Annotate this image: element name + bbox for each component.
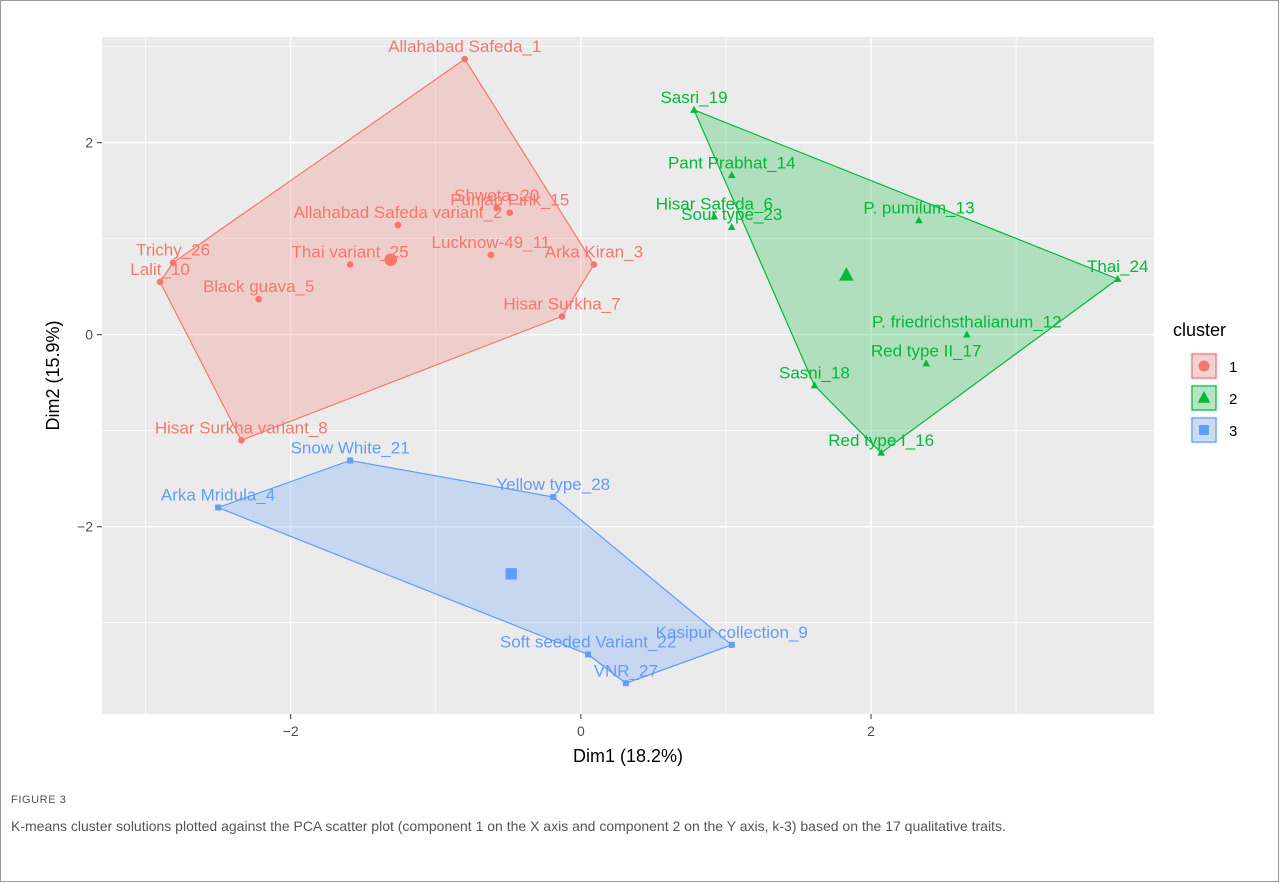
plot-panel — [102, 37, 1154, 714]
point-label: Allahabad Safeda_1 — [388, 37, 541, 56]
y-tick-label: 0 — [85, 327, 93, 343]
point-label: Snow White_21 — [291, 438, 410, 457]
cluster-1-point — [394, 221, 402, 229]
cluster-1-centroid — [384, 253, 398, 267]
cluster-1-point — [558, 313, 566, 320]
x-tick-label: 2 — [867, 723, 875, 739]
point-label: Thai_24 — [1087, 257, 1148, 276]
y-axis-label: Dim2 (15.9%) — [43, 320, 63, 430]
point-label: Red type II_17 — [871, 341, 982, 360]
point-label: Hisar Surkha variant_8 — [155, 418, 328, 437]
figure-caption: K-means cluster solutions plotted agains… — [11, 818, 1006, 834]
cluster-2-point — [810, 381, 819, 389]
point-label: Black guava_5 — [203, 277, 315, 296]
legend-title: cluster — [1173, 320, 1226, 340]
cluster-2-point — [915, 216, 923, 224]
x-tick-label: 0 — [577, 723, 585, 739]
point-label: Kasipur collection_9 — [656, 623, 808, 642]
point-label: Yellow type_28 — [496, 475, 610, 494]
y-tick-label: 2 — [85, 135, 93, 151]
legend-label: 1 — [1229, 359, 1237, 376]
point-label: Thai variant_25 — [292, 243, 409, 262]
cluster-3-point — [728, 641, 735, 648]
legend-marker-3 — [1199, 425, 1209, 435]
cluster-2-point — [922, 359, 930, 367]
cluster-1-point — [156, 278, 164, 286]
cluster-3-point — [347, 457, 354, 464]
cluster-3-point — [550, 494, 557, 500]
cluster-1-point — [493, 204, 500, 212]
point-label: P. friedrichsthalianum_12 — [872, 313, 1062, 332]
point-label: Sasri_19 — [660, 88, 727, 107]
point-label: Hisar Safeda_6 — [656, 195, 773, 214]
point-label: VNR_27 — [594, 661, 658, 680]
point-label: Soft seeded Variant_22 — [500, 632, 676, 651]
cluster-2-point — [1113, 274, 1122, 282]
point-label: Trichy_26 — [136, 241, 210, 260]
point-label: Sasni_18 — [779, 364, 850, 383]
cluster-3-point — [622, 680, 629, 687]
cluster-2-point — [877, 448, 886, 456]
x-axis-label: Dim1 (18.2%) — [573, 746, 683, 766]
cluster-2-point — [690, 105, 698, 113]
legend-label: 2 — [1229, 391, 1237, 408]
cluster-3-point — [585, 651, 592, 658]
cluster-2-point — [710, 212, 719, 220]
legend-label: 3 — [1229, 423, 1237, 440]
cluster-1-point — [487, 251, 495, 259]
cluster-1-point — [255, 295, 263, 303]
point-label: Allahabad Safeda variant_2 — [294, 203, 503, 222]
point-label: Lalit_10 — [130, 260, 190, 279]
figure-label: FIGURE 3 — [11, 794, 67, 806]
point-label: Sour type_23 — [681, 205, 782, 224]
cluster-1-point — [461, 55, 469, 63]
point-label: P. pumilum_13 — [863, 198, 974, 217]
point-label: Hisar Surkha_7 — [503, 294, 620, 313]
y-tick-label: −2 — [77, 519, 93, 535]
point-label: Pant Prabhat_14 — [668, 153, 796, 172]
cluster-2-point — [727, 222, 736, 230]
cluster-3-centroid — [505, 568, 517, 580]
point-label: Punjab Pink_15 — [450, 191, 569, 210]
cluster-1-point — [590, 261, 598, 268]
cluster-1-point — [169, 259, 177, 266]
cluster-1-point — [506, 209, 514, 217]
point-label: Arka Kiran_3 — [545, 243, 643, 262]
legend-marker-2 — [1197, 391, 1211, 403]
point-label: Shweta_20 — [454, 186, 539, 205]
point-label: Arka Mridula_4 — [161, 486, 275, 505]
cluster-2-centroid — [839, 267, 854, 281]
cluster-2-point — [727, 171, 736, 179]
cluster-3-point — [215, 504, 222, 511]
point-label: Red type I_16 — [828, 431, 934, 450]
point-label: Lucknow-49_11 — [431, 233, 550, 252]
cluster-2-point — [963, 330, 971, 338]
x-tick-label: −2 — [283, 723, 299, 739]
legend-marker-1 — [1198, 360, 1210, 372]
cluster-1-point — [237, 437, 245, 444]
cluster-1-point — [346, 261, 354, 268]
